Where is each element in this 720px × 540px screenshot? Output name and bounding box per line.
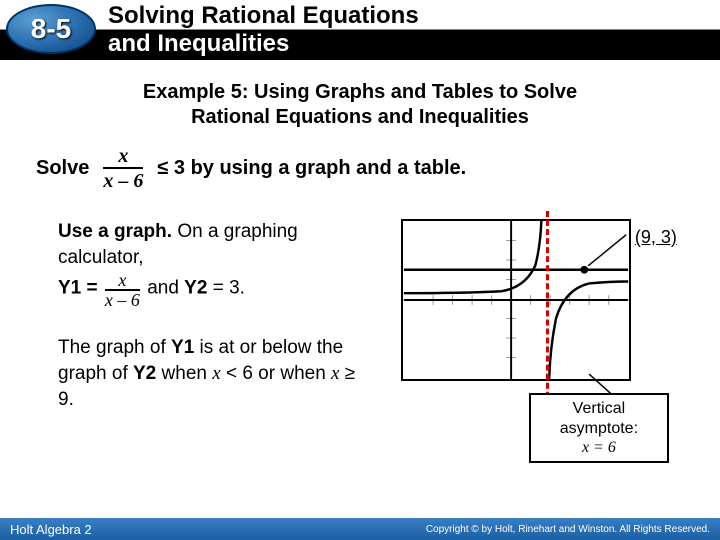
p1-frac-num: x — [110, 272, 134, 289]
title-line-1: Solving Rational Equations — [108, 3, 419, 28]
example-heading-line1: Example 5: Using Graphs and Tables to So… — [30, 80, 690, 105]
content-area: Example 5: Using Graphs and Tables to So… — [0, 60, 720, 440]
lesson-title: Solving Rational Equations and Inequalit… — [108, 3, 419, 53]
solve-statement: Solve x x – 6 ≤ 3 by using a graph and a… — [30, 146, 690, 191]
p2-y1: Y1 — [171, 337, 194, 358]
va-line3: x = 6 — [582, 439, 616, 456]
solve-tail: ≤ 3 by using a graph and a table. — [157, 157, 466, 180]
p1-frac-den: x – 6 — [105, 291, 140, 309]
solve-label: Solve — [36, 157, 89, 180]
footer-left: Holt Algebra 2 — [10, 522, 92, 537]
graph-box: (9, 3) Vertical asymptote: x = 6 — [401, 219, 631, 381]
solve-fraction: x x – 6 — [103, 146, 143, 191]
use-a-graph: Use a graph. — [58, 221, 172, 242]
paragraph-1: Use a graph. On a graphing calculator, Y… — [58, 219, 375, 307]
p2-seg3: when — [156, 363, 212, 384]
footer-right: Copyright © by Holt, Rinehart and Winsto… — [426, 524, 710, 535]
title-line-2: and Inequalities — [108, 31, 419, 56]
p1-seg3: and — [147, 278, 184, 299]
left-column: Use a graph. On a graphing calculator, Y… — [58, 219, 375, 440]
lesson-number: 8-5 — [31, 13, 71, 45]
fraction-denominator: x – 6 — [103, 169, 143, 191]
p2-seg1: The graph of — [58, 337, 171, 358]
fraction-numerator: x — [104, 146, 142, 167]
intersection-point-label: (9, 3) — [635, 227, 677, 248]
example-heading-line2: Rational Equations and Inequalities — [30, 105, 690, 130]
p2-cond1-var: x — [212, 363, 220, 384]
p1-y2: Y2 — [184, 278, 207, 299]
lesson-badge: 8-5 — [6, 4, 96, 54]
vertical-asymptote-label: Vertical asymptote: x = 6 — [529, 393, 669, 463]
va-line2: asymptote: — [560, 420, 638, 437]
p2-cond1-rest: < 6 or when — [221, 363, 331, 384]
page-footer: Holt Algebra 2 Copyright © by Holt, Rine… — [0, 518, 720, 540]
p1-fraction: x x – 6 — [105, 272, 140, 309]
right-column: (9, 3) Vertical asymptote: x = 6 — [393, 219, 690, 440]
graph-svg — [403, 221, 629, 379]
va-line1: Vertical — [573, 400, 625, 417]
example-heading: Example 5: Using Graphs and Tables to So… — [30, 80, 690, 130]
paragraph-2: The graph of Y1 is at or below the graph… — [58, 335, 375, 412]
p1-y1: Y1 = — [58, 278, 98, 299]
p1-seg4: = 3. — [207, 278, 245, 299]
page-header: 8-5 Solving Rational Equations and Inequ… — [0, 0, 720, 60]
body-row: Use a graph. On a graphing calculator, Y… — [30, 219, 690, 440]
p2-y2: Y2 — [133, 363, 156, 384]
